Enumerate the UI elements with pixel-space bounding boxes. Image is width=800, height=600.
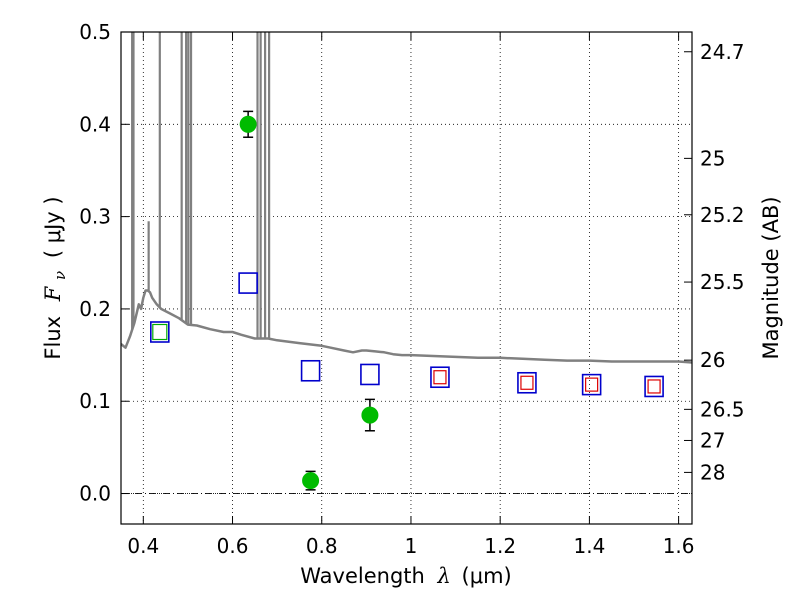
observed-flux-point bbox=[239, 115, 257, 133]
y-tick-label: 0.3 bbox=[79, 205, 111, 229]
tick-labels: 0.4 0.6 0.8 1 1.2 1.4 1.6 0.0 0.1 0.2 0.3 0.4 0.5 24.… bbox=[79, 20, 744, 558]
magnitude-tick-label: 26 bbox=[700, 348, 725, 372]
model-flux-box bbox=[430, 366, 450, 389]
x-tick-label: 1.6 bbox=[663, 534, 695, 558]
magnitude-tick-label: 27 bbox=[700, 428, 725, 452]
model-flux-inner-red bbox=[647, 379, 661, 394]
magnitude-tick-label: 25.5 bbox=[700, 270, 745, 294]
plot-frame bbox=[120, 31, 693, 525]
x-tick-label: 1.2 bbox=[484, 534, 516, 558]
y-tick-label: 0.5 bbox=[79, 20, 111, 44]
x-tick-label: 0.6 bbox=[217, 534, 249, 558]
y-tick-label: 0.0 bbox=[79, 482, 111, 506]
model-flux-inner-red bbox=[433, 370, 447, 385]
model-flux-box bbox=[644, 375, 664, 398]
observed-flux-point bbox=[361, 406, 379, 424]
model-flux-box bbox=[300, 359, 321, 382]
magnitude-tick-label: 24.7 bbox=[700, 40, 745, 64]
x-tick-label: 1 bbox=[405, 534, 418, 558]
model-flux-box bbox=[150, 321, 170, 343]
x-tick-label: 1.4 bbox=[573, 534, 605, 558]
x-axis-label-text: Wavelength bbox=[300, 564, 425, 588]
model-flux-box bbox=[581, 373, 602, 396]
y-axis-label: Flux F ν ( μJy ) bbox=[41, 196, 70, 359]
y-tick-label: 0.4 bbox=[79, 112, 111, 136]
model-flux-inner-green bbox=[152, 323, 168, 341]
model-flux-box bbox=[238, 272, 258, 294]
y-axis-label-symbol: F bbox=[41, 285, 65, 302]
magnitude-tick-label: 26.5 bbox=[700, 397, 745, 421]
y-axis-label-text: Flux bbox=[41, 316, 65, 360]
y-axis-label-unit: ( μJy ) bbox=[41, 196, 65, 258]
y2-axis-label: Magnitude (AB) bbox=[759, 196, 783, 359]
x-tick-label: 0.8 bbox=[306, 534, 338, 558]
x-axis-label: Wavelength λ (μm) bbox=[300, 564, 511, 588]
y-tick-label: 0.1 bbox=[79, 389, 111, 413]
observed-flux-point bbox=[302, 472, 320, 490]
y-tick-label: 0.2 bbox=[79, 297, 111, 321]
model-flux-box bbox=[517, 371, 537, 394]
model-flux-inner-red bbox=[520, 375, 534, 390]
plot-background bbox=[121, 32, 692, 524]
data-layer bbox=[121, 32, 692, 491]
x-axis-label-unit: (μm) bbox=[462, 564, 512, 588]
magnitude-tick-label: 28 bbox=[700, 460, 725, 484]
magnitude-tick-label: 25.2 bbox=[700, 203, 745, 227]
x-tick-label: 0.4 bbox=[127, 534, 159, 558]
y-axis-label-subscript: ν bbox=[51, 271, 69, 280]
ticks bbox=[121, 31, 692, 524]
x-axis-label-symbol: λ bbox=[437, 564, 451, 588]
model-flux-box bbox=[360, 363, 380, 386]
magnitude-tick-label: 25 bbox=[700, 146, 725, 170]
model-flux-inner-red bbox=[585, 377, 599, 392]
